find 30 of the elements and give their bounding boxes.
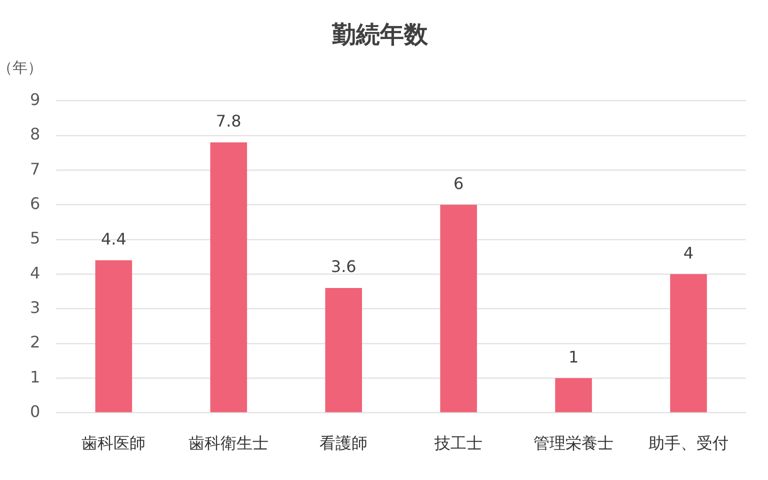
data-label: 4 (683, 243, 694, 262)
data-label: 6 (453, 174, 464, 193)
y-axis-title: （年） (0, 58, 42, 77)
bar (440, 204, 477, 412)
x-tick-label: 技工士 (434, 434, 483, 453)
bar (325, 288, 362, 412)
x-tick-label: 助手、受付 (648, 434, 729, 453)
y-tick-label: 1 (30, 367, 40, 386)
bar (670, 274, 707, 412)
y-tick-label: 0 (30, 402, 40, 421)
data-label: 3.6 (330, 257, 356, 276)
data-label: 4.4 (100, 229, 126, 248)
data-label: 1 (568, 347, 579, 366)
y-tick-label: 5 (30, 228, 40, 248)
x-tick-label: 歯科医師 (82, 434, 146, 453)
bar (210, 142, 248, 412)
x-tick-label: 看護師 (320, 434, 368, 453)
y-tick-label: 9 (30, 90, 40, 109)
x-tick-label: 歯科衛生士 (188, 434, 269, 453)
y-tick-label: 6 (30, 194, 40, 213)
bar (95, 260, 132, 412)
y-tick-label: 2 (30, 332, 40, 352)
chart-title: 勤続年数 (331, 20, 429, 49)
data-label: 7.8 (216, 112, 242, 131)
y-tick-label: 7 (30, 159, 40, 178)
y-tick-label: 8 (30, 124, 40, 144)
bar (555, 378, 592, 412)
y-tick-label: 3 (30, 298, 40, 317)
x-tick-label: 管理栄養士 (534, 434, 614, 453)
y-tick-label: 4 (30, 263, 40, 282)
